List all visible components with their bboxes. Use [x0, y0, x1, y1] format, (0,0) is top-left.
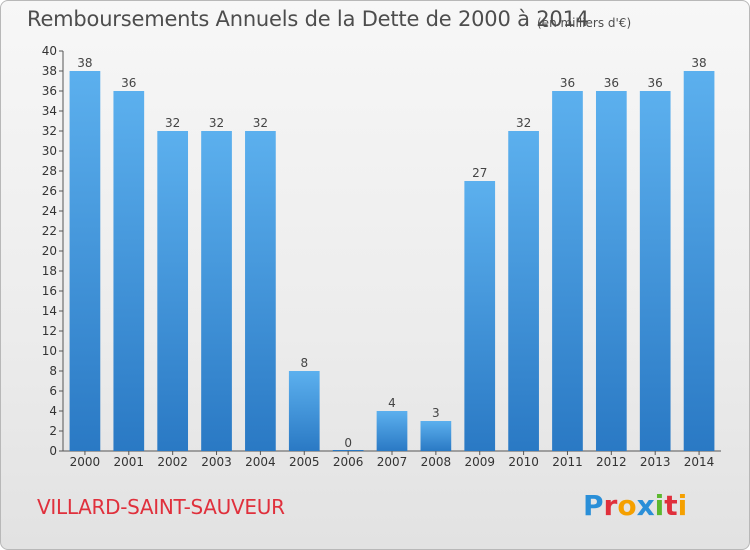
bar-2005: [288, 371, 320, 451]
bar-2013: [639, 91, 671, 451]
y-tick-label: 20: [42, 244, 57, 258]
logo-letter: P: [583, 489, 604, 522]
x-tick-label-2000: 2000: [70, 455, 101, 469]
value-label-2000: 38: [77, 56, 92, 70]
y-tick-label: 32: [42, 124, 57, 138]
value-label-2011: 36: [560, 76, 575, 90]
x-tick-label-2014: 2014: [684, 455, 715, 469]
x-tick-label-2002: 2002: [157, 455, 188, 469]
commune-name: VILLARD-SAINT-SAUVEUR: [37, 495, 285, 519]
chart-unit-label: (en milliers d'€): [537, 16, 632, 30]
y-tick-label: 8: [49, 364, 57, 378]
value-label-2012: 36: [604, 76, 619, 90]
value-label-2007: 4: [388, 396, 396, 410]
y-tick-label: 0: [49, 444, 57, 458]
x-tick-label-2001: 2001: [114, 455, 145, 469]
y-tick-label: 18: [42, 264, 57, 278]
value-label-2013: 36: [648, 76, 663, 90]
y-tick-label: 28: [42, 164, 57, 178]
bar-2007: [376, 411, 408, 451]
x-tick-label-2006: 2006: [333, 455, 364, 469]
logo-letter: o: [617, 489, 637, 522]
value-label-2009: 27: [472, 166, 487, 180]
x-tick-label-2010: 2010: [508, 455, 539, 469]
logo-letter: i: [654, 489, 665, 522]
y-tick-label: 14: [42, 304, 57, 318]
x-tick-label-2013: 2013: [640, 455, 671, 469]
x-tick-label-2004: 2004: [245, 455, 276, 469]
bar-2004: [245, 131, 276, 451]
y-tick-label: 26: [42, 184, 57, 198]
bar-2011: [552, 91, 583, 451]
value-label-2003: 32: [209, 116, 224, 130]
y-tick-label: 16: [42, 284, 57, 298]
proxiti-logo: Proxiti: [583, 489, 687, 522]
x-tick-label-2008: 2008: [421, 455, 452, 469]
x-tick-label-2007: 2007: [377, 455, 408, 469]
y-tick-label: 2: [49, 424, 57, 438]
value-label-2005: 8: [300, 356, 308, 370]
value-label-2001: 36: [121, 76, 136, 90]
value-label-2014: 38: [691, 56, 706, 70]
chart-title: Remboursements Annuels de la Dette de 20…: [27, 7, 589, 31]
y-tick-label: 6: [49, 384, 57, 398]
x-tick-label-2005: 2005: [289, 455, 320, 469]
bar-2000: [69, 71, 101, 451]
y-tick-label: 22: [42, 224, 57, 238]
bar-2002: [157, 131, 189, 451]
y-tick-label: 4: [49, 404, 57, 418]
value-label-2006: 0: [344, 436, 352, 450]
bar-2001: [113, 91, 145, 451]
value-label-2008: 3: [432, 406, 440, 420]
bar-2010: [508, 131, 539, 451]
y-tick-label: 30: [42, 144, 57, 158]
logo-letter: t: [664, 489, 678, 522]
value-label-2010: 32: [516, 116, 531, 130]
bar-2008: [420, 421, 452, 451]
y-tick-label: 24: [42, 204, 57, 218]
y-tick-label: 12: [42, 324, 57, 338]
logo-letter: x: [636, 489, 655, 522]
x-tick-label-2009: 2009: [464, 455, 495, 469]
bar-2012: [595, 91, 627, 451]
x-tick-label-2012: 2012: [596, 455, 627, 469]
bar-2003: [201, 131, 232, 451]
y-tick-label: 34: [42, 104, 57, 118]
value-label-2004: 32: [253, 116, 268, 130]
y-tick-label: 38: [42, 64, 57, 78]
bar-2014: [683, 71, 715, 451]
bar-2009: [464, 181, 496, 451]
y-tick-label: 36: [42, 84, 57, 98]
value-label-2002: 32: [165, 116, 180, 130]
y-tick-label: 10: [42, 344, 57, 358]
x-tick-label-2003: 2003: [201, 455, 232, 469]
y-tick-label: 40: [42, 44, 57, 58]
x-tick-label-2011: 2011: [552, 455, 583, 469]
logo-letter: i: [677, 489, 688, 522]
logo-letter: r: [603, 489, 618, 522]
